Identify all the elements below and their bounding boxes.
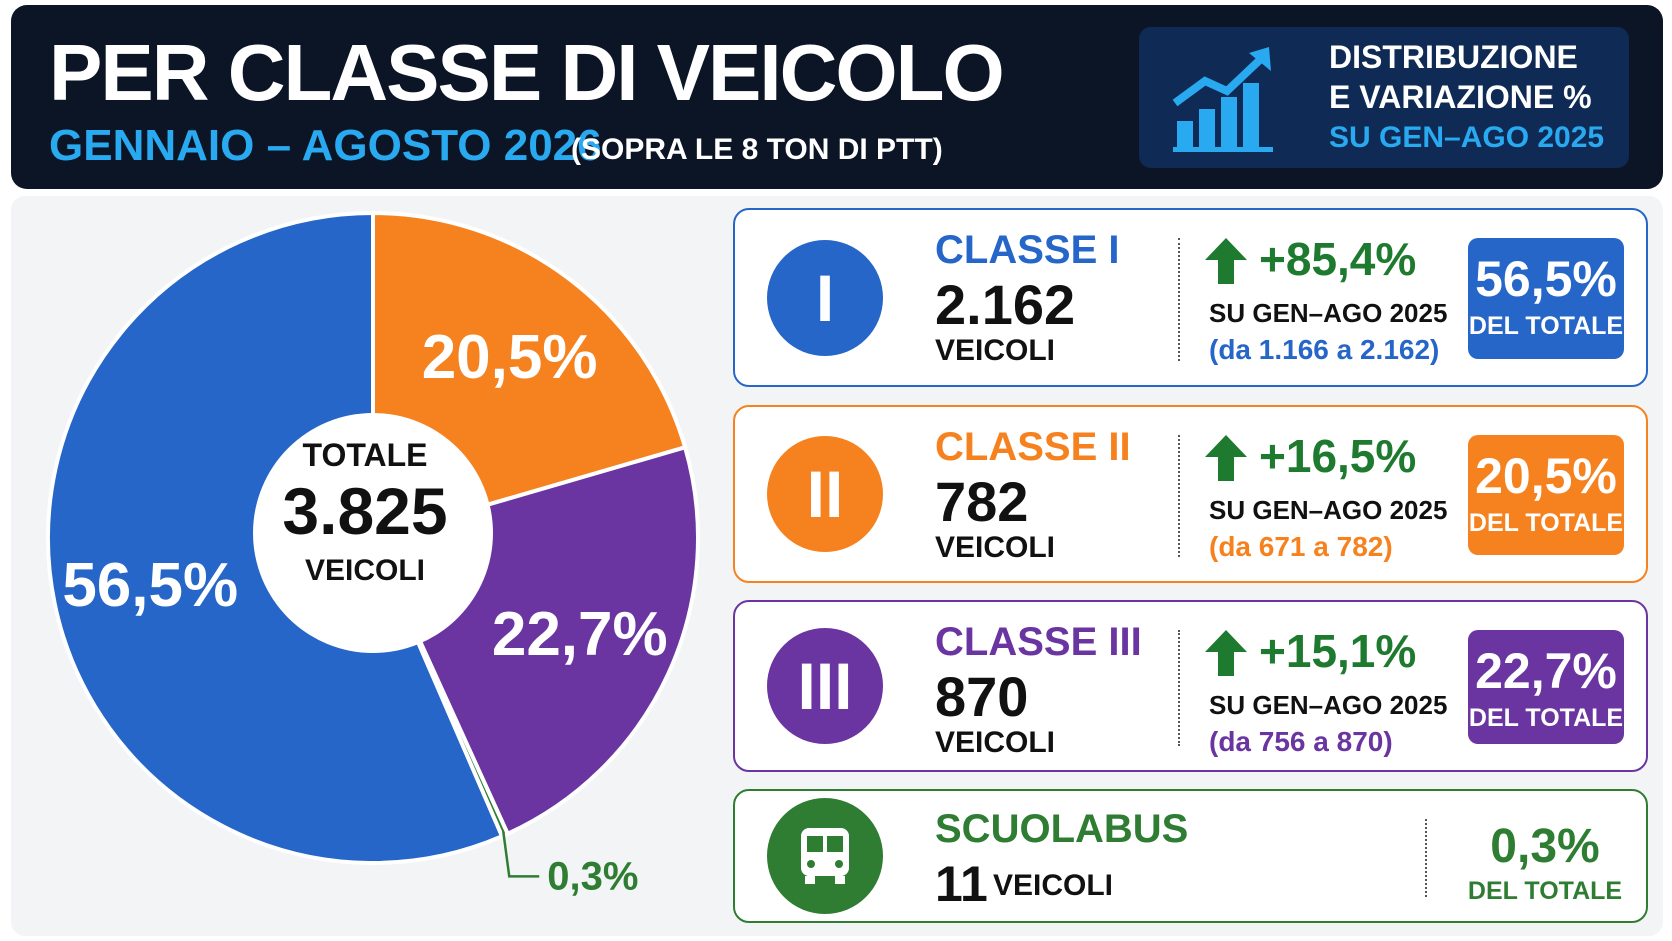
divider	[1178, 238, 1180, 361]
class-name: SCUOLABUS	[935, 807, 1189, 851]
class-unit: VEICOLI	[935, 334, 1056, 367]
change: +85,4%	[1259, 233, 1417, 285]
divider	[1178, 435, 1180, 557]
header: PER CLASSE DI VEICOLO GENNAIO – AGOSTO 2…	[11, 5, 1663, 189]
title: PER CLASSE DI VEICOLO	[49, 28, 1005, 117]
arrow-icon	[1205, 238, 1247, 284]
class-icon: II	[767, 436, 883, 552]
share-value: 56,5%	[1475, 251, 1617, 307]
center-total: 3.825	[282, 474, 447, 548]
class-icon: III	[767, 628, 883, 744]
growth-icon	[1172, 47, 1273, 152]
leader-line	[502, 831, 540, 878]
change: +15,1%	[1259, 625, 1417, 677]
note: (SOPRA LE 8 TON DI PTT)	[571, 133, 943, 166]
class-name: CLASSE I	[935, 228, 1120, 272]
class-icon	[767, 798, 883, 914]
badge: DISTRIBUZIONE E VARIAZIONE % SU GEN–AGO …	[1139, 27, 1629, 168]
share-label: DEL TOTALE	[1468, 312, 1624, 340]
share-box: 22,7% DEL TOTALE	[1468, 630, 1624, 744]
class-count: 2.162	[935, 273, 1076, 336]
share-box: 20,5% DEL TOTALE	[1468, 435, 1624, 555]
class-unit: VEICOLI	[993, 869, 1114, 902]
change: +16,5%	[1259, 430, 1417, 482]
share-label: DEL TOTALE	[1468, 704, 1624, 732]
share-value: 0,3%	[1490, 820, 1600, 873]
base-period: SU GEN–AGO 2025	[1209, 495, 1448, 525]
share-value: 20,5%	[1475, 448, 1617, 504]
period: GENNAIO – AGOSTO 2026	[49, 121, 602, 170]
slice-label: 22,7%	[492, 600, 668, 669]
center-label: TOTALE	[302, 437, 427, 473]
center-disc	[253, 413, 493, 653]
slice-label: 20,5%	[422, 323, 598, 392]
share-label: DEL TOTALE	[1468, 509, 1624, 537]
share-label: DEL TOTALE	[1467, 877, 1623, 905]
class-card: I CLASSE I 2.162 VEICOLI +85,4% SU GEN–AGO 20…	[733, 208, 1648, 387]
center-unit: VEICOLI	[305, 554, 425, 587]
up-arrow	[1205, 435, 1247, 486]
class-unit: VEICOLI	[935, 726, 1056, 759]
arrow-icon	[1205, 435, 1247, 481]
divider	[1425, 819, 1427, 897]
class-icon: I	[767, 239, 883, 356]
up-arrow	[1205, 630, 1247, 681]
range: (da 756 a 870)	[1209, 726, 1393, 757]
badge-line: E VARIAZIONE %	[1329, 79, 1592, 115]
base-period: SU GEN–AGO 2025	[1209, 298, 1448, 328]
class-card: II CLASSE II 782 VEICOLI +16,5% SU GEN–AGO 20…	[733, 405, 1648, 583]
up-arrow	[1205, 238, 1247, 289]
bus-icon	[801, 828, 849, 884]
class-count: 11	[935, 856, 988, 912]
class-card: III CLASSE III 870 VEICOLI +15,1% SU GEN–AGO …	[733, 600, 1648, 772]
class-count: 782	[935, 470, 1029, 533]
share-box: 56,5% DEL TOTALE	[1468, 238, 1624, 359]
class-unit: VEICOLI	[935, 531, 1056, 564]
range: (da 1.166 a 2.162)	[1209, 334, 1440, 365]
base-period: SU GEN–AGO 2025	[1209, 690, 1448, 720]
class-card: SCUOLABUS 11 VEICOLI 0,3% DEL TOTALE	[733, 789, 1648, 923]
badge-line: DISTRIBUZIONE	[1329, 39, 1578, 75]
range: (da 671 a 782)	[1209, 531, 1393, 562]
share-value: 22,7%	[1475, 643, 1617, 699]
slice-label: 56,5%	[62, 551, 238, 620]
slice-label: 0,3%	[547, 854, 638, 898]
badge-line: SU GEN–AGO 2025	[1329, 121, 1605, 154]
class-name: CLASSE III	[935, 620, 1142, 664]
arrow-icon	[1205, 630, 1247, 676]
divider	[1178, 630, 1180, 746]
class-name: CLASSE II	[935, 425, 1131, 469]
class-count: 870	[935, 665, 1029, 728]
